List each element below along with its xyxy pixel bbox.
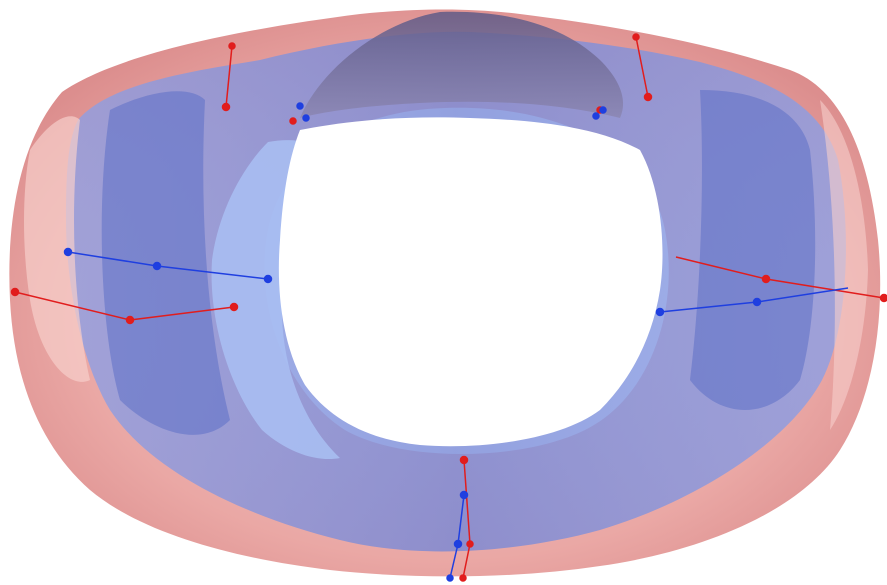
blue-landmarks (63, 102, 849, 582)
pink-highlight-right (820, 100, 868, 430)
inner-shadow-top (300, 11, 624, 118)
inner-wall-left (211, 140, 340, 460)
blue-band-right (690, 90, 816, 410)
red-landmarks (10, 33, 887, 582)
blue-band-left (101, 91, 230, 435)
pink-highlight-left (24, 116, 90, 382)
center-hole (278, 117, 663, 447)
